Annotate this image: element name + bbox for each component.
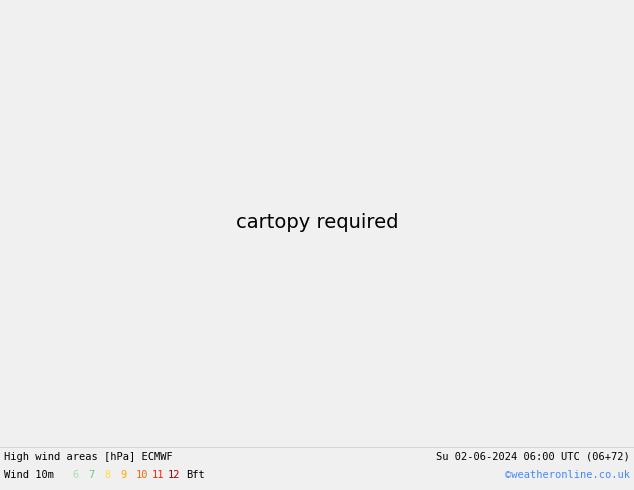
Text: 7: 7 [88, 470, 94, 480]
Text: 9: 9 [120, 470, 126, 480]
Text: 6: 6 [72, 470, 78, 480]
Text: Wind 10m: Wind 10m [4, 470, 54, 480]
Text: 12: 12 [168, 470, 181, 480]
Text: 11: 11 [152, 470, 164, 480]
Text: cartopy required: cartopy required [236, 214, 398, 232]
Text: Bft: Bft [186, 470, 205, 480]
Text: 10: 10 [136, 470, 148, 480]
Text: 8: 8 [104, 470, 110, 480]
Text: ©weatheronline.co.uk: ©weatheronline.co.uk [505, 470, 630, 480]
Text: High wind areas [hPa] ECMWF: High wind areas [hPa] ECMWF [4, 452, 172, 462]
Text: Su 02-06-2024 06:00 UTC (06+72): Su 02-06-2024 06:00 UTC (06+72) [436, 452, 630, 462]
